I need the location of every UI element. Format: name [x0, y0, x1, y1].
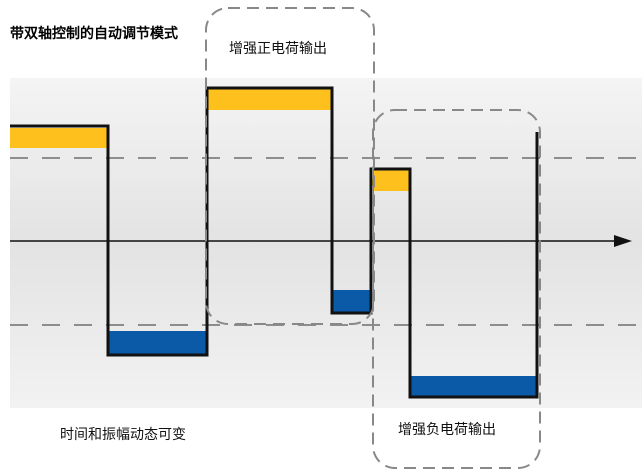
negative-output-frame — [372, 109, 541, 469]
positive-segment-3 — [372, 170, 410, 191]
negative-segment-1 — [109, 331, 207, 355]
negative-segment-2 — [333, 290, 371, 313]
positive-output-label: 增强正电荷输出 — [229, 41, 327, 57]
negative-segment-3 — [411, 376, 537, 397]
positive-output-frame — [205, 7, 375, 325]
waveform-line — [10, 86, 539, 399]
positive-segment-1 — [10, 128, 108, 148]
negative-output-label: 增强负电荷输出 — [398, 422, 496, 438]
diagram-title: 带双轴控制的自动调节模式 — [10, 26, 178, 42]
time-amplitude-caption: 时间和振幅动态可变 — [60, 427, 186, 443]
time-axis-arrow-icon — [614, 235, 632, 247]
positive-segment-2 — [207, 89, 332, 110]
